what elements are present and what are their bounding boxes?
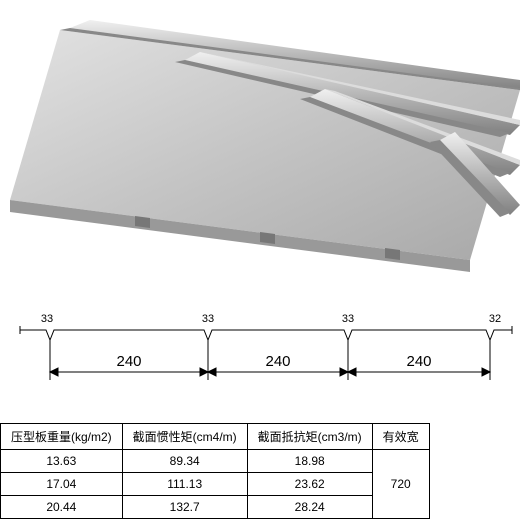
cell: 13.63 bbox=[1, 450, 123, 473]
col-header: 截面抵抗矩(cm3/m) bbox=[247, 424, 372, 450]
segment-dim: 240 bbox=[265, 353, 290, 370]
effective-width-cell: 720 bbox=[372, 450, 429, 519]
col-header: 截面惯性矩(cm4/m) bbox=[122, 424, 247, 450]
segment-dim: 240 bbox=[116, 353, 141, 370]
segment-dim: 240 bbox=[406, 353, 431, 370]
spec-table: 压型板重量(kg/m2) 截面惯性矩(cm4/m) 截面抵抗矩(cm3/m) 有… bbox=[0, 423, 430, 519]
dim-label: 33 bbox=[202, 313, 214, 325]
cell: 20.44 bbox=[1, 496, 123, 519]
table-row: 20.44 132.7 28.24 bbox=[1, 496, 430, 519]
cell: 132.7 bbox=[122, 496, 247, 519]
cell: 17.04 bbox=[1, 473, 123, 496]
cell: 28.24 bbox=[247, 496, 372, 519]
dim-label: 33 bbox=[41, 313, 53, 325]
cell: 18.98 bbox=[247, 450, 372, 473]
table-row: 13.63 89.34 18.98 720 bbox=[1, 450, 430, 473]
table-header-row: 压型板重量(kg/m2) 截面惯性矩(cm4/m) 截面抵抗矩(cm3/m) 有… bbox=[1, 424, 430, 450]
schematic-svg: 33 33 33 32 240 240 240 bbox=[0, 295, 520, 415]
deck-sheet-svg bbox=[0, 0, 520, 295]
cell: 89.34 bbox=[122, 450, 247, 473]
product-render bbox=[0, 0, 520, 295]
col-header: 有效宽 bbox=[372, 424, 429, 450]
dim-label: 33 bbox=[342, 313, 354, 325]
dim-label: 32 bbox=[489, 313, 501, 325]
profile-schematic: 33 33 33 32 240 240 240 bbox=[0, 295, 520, 415]
cell: 23.62 bbox=[247, 473, 372, 496]
cell: 111.13 bbox=[122, 473, 247, 496]
col-header: 压型板重量(kg/m2) bbox=[1, 424, 123, 450]
table-row: 17.04 111.13 23.62 bbox=[1, 473, 430, 496]
